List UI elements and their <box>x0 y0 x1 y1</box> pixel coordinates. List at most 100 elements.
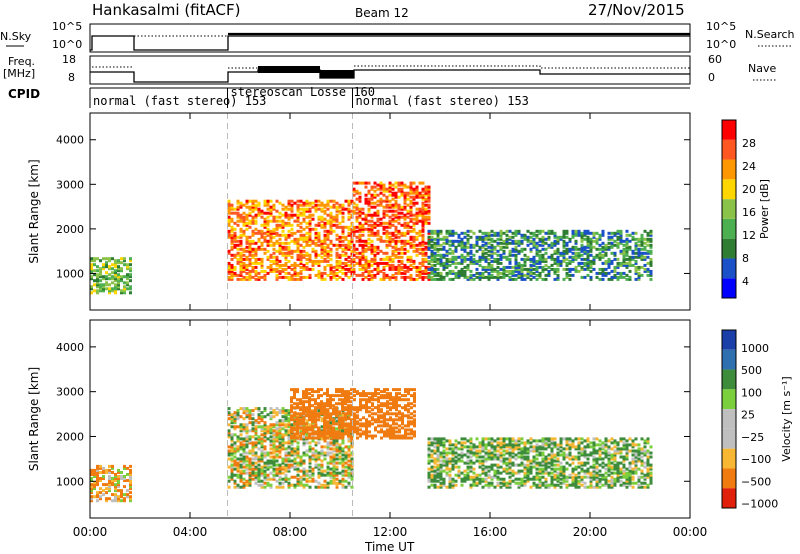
data-cell <box>278 427 282 431</box>
data-cell <box>478 257 482 261</box>
data-cell <box>472 475 476 479</box>
data-cell <box>571 255 575 259</box>
data-cell <box>613 269 617 273</box>
data-cell <box>352 187 356 191</box>
data-cell <box>433 257 437 261</box>
data-cell <box>484 479 488 483</box>
data-cell <box>430 465 434 469</box>
data-cell <box>520 269 524 273</box>
data-cell <box>320 451 324 455</box>
data-cell <box>439 443 443 447</box>
data-cell <box>529 269 533 273</box>
data-cell <box>613 253 617 257</box>
data-cell <box>93 273 96 277</box>
data-cell <box>90 491 93 495</box>
data-cell <box>388 257 392 261</box>
data-cell <box>472 483 476 487</box>
data-cell <box>126 263 129 267</box>
data-cell <box>401 420 404 424</box>
data-cell <box>637 251 641 255</box>
data-cell <box>257 231 261 235</box>
data-cell <box>364 201 368 205</box>
data-cell <box>290 207 294 211</box>
data-cell <box>583 237 587 241</box>
data-cell <box>380 430 383 434</box>
data-cell <box>305 471 309 475</box>
data-cell <box>427 215 431 219</box>
data-cell <box>397 229 401 233</box>
data-cell <box>382 211 386 215</box>
data-cell <box>281 467 285 471</box>
data-cell <box>379 221 383 225</box>
data-cell <box>108 464 111 468</box>
data-cell <box>341 203 345 207</box>
data-cell <box>93 483 96 487</box>
data-cell <box>323 469 327 473</box>
data-cell <box>355 273 359 277</box>
data-cell <box>120 471 123 474</box>
data-cell <box>126 277 129 281</box>
data-cell <box>583 267 587 271</box>
data-cell <box>365 410 368 414</box>
data-cell <box>320 469 324 473</box>
data-cell <box>308 436 311 440</box>
data-cell <box>436 485 440 489</box>
data-cell <box>323 225 327 229</box>
data-cell <box>284 213 288 217</box>
data-cell <box>284 473 288 477</box>
data-cell <box>338 471 342 475</box>
data-cell <box>317 441 321 445</box>
data-cell <box>242 465 246 469</box>
data-cell <box>323 404 326 408</box>
data-cell <box>466 257 470 261</box>
data-cell <box>424 247 428 251</box>
data-cell <box>323 211 327 215</box>
data-cell <box>472 443 476 447</box>
data-cell <box>640 233 644 237</box>
data-cell <box>373 261 377 265</box>
data-cell <box>502 241 506 245</box>
data-cell <box>469 437 473 441</box>
data-cell <box>123 466 126 470</box>
data-cell <box>111 499 114 503</box>
data-cell <box>403 207 407 211</box>
data-cell <box>299 406 302 410</box>
data-cell <box>383 430 386 434</box>
data-cell <box>403 217 407 221</box>
data-cell <box>448 271 452 275</box>
data-cell <box>284 469 288 473</box>
data-cell <box>355 229 359 233</box>
data-cell <box>272 217 276 221</box>
data-cell <box>338 445 342 449</box>
data-cell <box>126 473 129 476</box>
data-cell <box>466 445 470 449</box>
data-cell <box>311 410 314 414</box>
data-cell <box>329 271 333 275</box>
data-cell <box>350 410 353 414</box>
data-cell <box>475 477 479 481</box>
data-cell <box>344 422 347 426</box>
data-cell <box>335 410 338 414</box>
data-cell <box>413 434 416 438</box>
data-cell <box>415 253 419 257</box>
data-cell <box>296 223 300 227</box>
data-cell <box>308 235 312 239</box>
data-cell <box>358 255 362 259</box>
data-cell <box>254 251 258 255</box>
data-cell <box>361 265 365 269</box>
data-cell <box>284 441 288 445</box>
data-cell <box>269 207 273 211</box>
data-cell <box>625 261 629 265</box>
data-cell <box>126 265 129 269</box>
data-cell <box>284 431 288 435</box>
data-cell <box>374 394 377 398</box>
data-cell <box>96 499 99 503</box>
data-cell <box>305 410 308 414</box>
data-cell <box>373 249 377 253</box>
data-cell <box>287 425 291 429</box>
data-cell <box>409 225 413 229</box>
data-cell <box>341 465 345 469</box>
data-cell <box>230 217 234 221</box>
data-cell <box>272 449 276 453</box>
data-cell <box>350 420 353 424</box>
